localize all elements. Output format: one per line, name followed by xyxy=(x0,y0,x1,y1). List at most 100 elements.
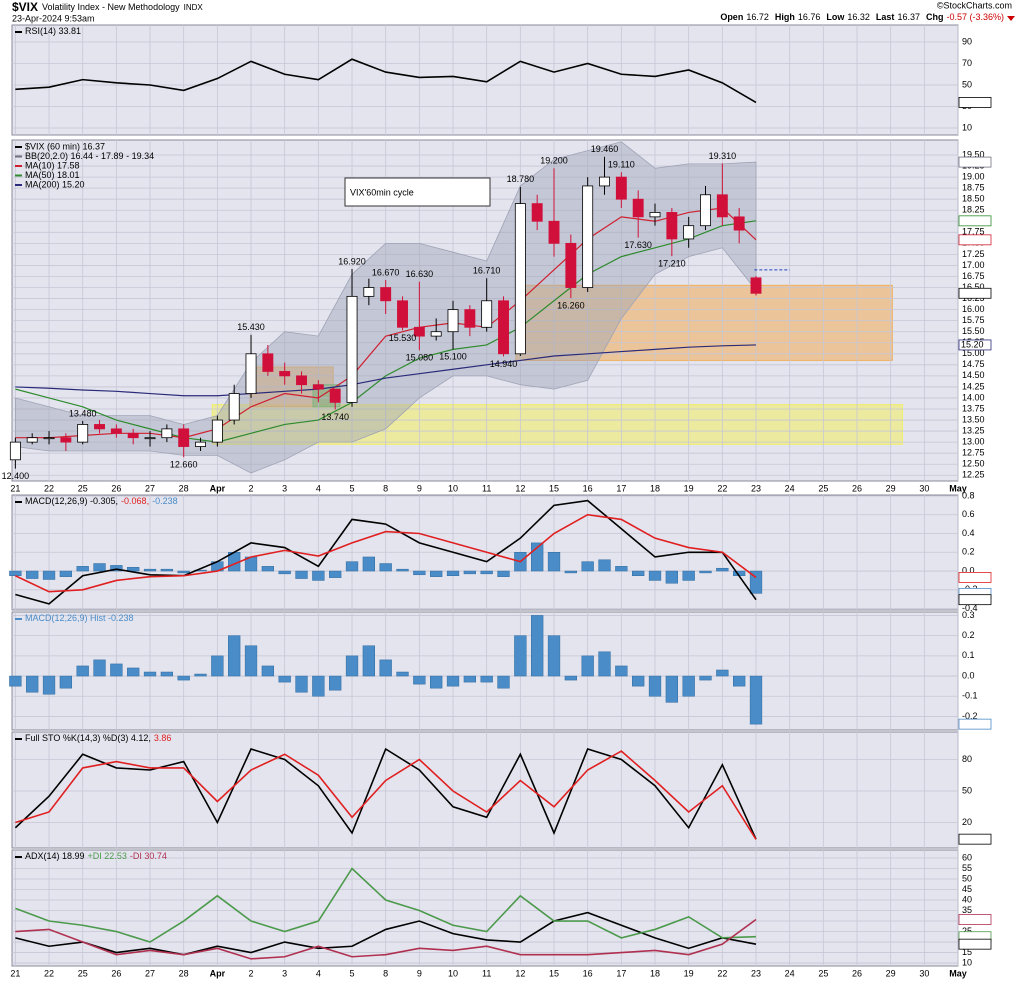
candle-body xyxy=(245,353,257,394)
quote-label: Low xyxy=(826,12,845,22)
quote-label: High xyxy=(775,12,795,22)
y-tick-label: 50 xyxy=(962,873,972,883)
histogram-bar xyxy=(480,570,493,575)
histogram-bar xyxy=(177,570,190,574)
candle-body xyxy=(700,194,711,227)
last-value-box xyxy=(958,287,992,299)
y-tick-label: 17.25 xyxy=(962,249,985,259)
y-tick-label: 25 xyxy=(962,926,972,936)
histogram-bar xyxy=(615,665,628,677)
series-line xyxy=(15,911,757,956)
y-tick-label: 40 xyxy=(962,894,972,904)
histogram-bar xyxy=(514,635,527,677)
histogram-bar xyxy=(749,675,763,725)
histogram-bar xyxy=(379,563,392,572)
x-tick-label: 26 xyxy=(111,968,121,978)
x-tick-label: 26 xyxy=(111,483,121,493)
x-tick-label: 28 xyxy=(179,968,189,978)
histogram-bar xyxy=(615,566,628,572)
x-tick-label: 23 xyxy=(751,968,761,978)
candle-body xyxy=(60,437,72,443)
histogram-bar xyxy=(228,635,241,677)
y-tick-label: 16.50 xyxy=(962,282,985,292)
price-annotation: 13.740 xyxy=(321,412,349,422)
candle-body xyxy=(312,384,324,390)
candle-body xyxy=(514,203,526,355)
price-annotation: 12.660 xyxy=(170,460,198,470)
candle-body xyxy=(531,203,543,222)
x-tick-label: Apr xyxy=(210,968,226,978)
histogram-bar xyxy=(531,615,544,677)
histogram-bar xyxy=(76,566,89,572)
x-tick-label: 25 xyxy=(78,968,88,978)
x-tick-label: 9 xyxy=(417,968,422,978)
histogram-bar xyxy=(430,675,443,689)
y-tick-label: 10 xyxy=(962,957,972,967)
series-line xyxy=(15,867,757,943)
quote-value: 16.37 xyxy=(897,12,920,22)
candle-body xyxy=(683,225,695,240)
histogram-bar xyxy=(76,665,89,677)
series-line xyxy=(14,747,757,840)
quote-label: Last xyxy=(876,12,895,22)
price-annotation: 19.460 xyxy=(591,144,619,154)
price-annotation: 18.780 xyxy=(507,174,535,184)
histogram-bar xyxy=(312,675,325,697)
legend-entry: -DI 30.74 xyxy=(130,851,167,861)
y-tick-label: 0.2 xyxy=(962,630,975,640)
last-value-box xyxy=(958,215,992,227)
y-tick-label: 0.0 xyxy=(962,670,975,680)
x-tick-label: 22 xyxy=(717,968,727,978)
timestamp: 23-Apr-2024 9:53am xyxy=(12,13,95,23)
histogram-bar xyxy=(278,570,291,575)
zone xyxy=(211,404,903,445)
histogram-bar xyxy=(362,556,375,572)
histogram-bar xyxy=(143,568,157,572)
price-annotation: 17.210 xyxy=(658,259,686,269)
candle-body xyxy=(178,428,190,447)
x-tick-label: 16 xyxy=(583,968,593,978)
x-tick-label: 19 xyxy=(684,968,694,978)
legend: MACD(12,26,9) -0.305, -0.068, -0.238 xyxy=(25,496,178,506)
histogram-bar xyxy=(396,671,409,677)
histogram-bar xyxy=(497,675,510,689)
y-tick-label: 13.75 xyxy=(962,403,985,413)
series-line xyxy=(15,499,757,605)
histogram-bar xyxy=(632,570,645,576)
y-tick-label: 10 xyxy=(962,122,972,132)
price-annotation: 15.430 xyxy=(237,322,265,332)
histogram-bar xyxy=(497,570,510,577)
histogram-bar xyxy=(531,542,544,572)
histogram-bar xyxy=(632,675,645,687)
histogram-bar xyxy=(59,675,73,689)
x-tick-label: 30 xyxy=(919,968,929,978)
legend: MACD(12,26,9) Hist -0.238 xyxy=(25,613,134,623)
histogram-bar xyxy=(699,675,712,681)
histogram-bar xyxy=(211,655,224,677)
x-tick-label: May xyxy=(949,483,967,493)
candle-body xyxy=(279,371,291,377)
histogram-bar xyxy=(396,568,409,572)
last-value-box xyxy=(958,718,992,730)
x-tick-label: 8 xyxy=(383,483,388,493)
histogram-bar xyxy=(598,559,611,572)
x-tick-label: 3 xyxy=(282,483,287,493)
x-tick-label: 11 xyxy=(482,968,491,978)
histogram-bar xyxy=(699,570,712,574)
candle-body xyxy=(144,437,156,440)
candle-body xyxy=(498,300,509,355)
legend-entry: MACD(12,26,9) Hist -0.238 xyxy=(25,613,134,623)
price-annotation: 16.670 xyxy=(372,267,400,277)
x-tick-label: 27 xyxy=(145,968,155,978)
y-tick-label: 0.6 xyxy=(962,509,975,519)
x-tick-label: May xyxy=(949,968,967,978)
histogram-bar xyxy=(9,570,22,576)
histogram-bar xyxy=(362,645,375,677)
legend-entry: -0.068, xyxy=(121,496,149,506)
histogram-bar xyxy=(716,567,729,572)
last-value-box xyxy=(958,833,992,845)
candle-body xyxy=(599,176,610,187)
note-box xyxy=(344,177,491,207)
candle-body xyxy=(582,185,594,288)
y-tick-label: 0.1 xyxy=(962,650,975,660)
